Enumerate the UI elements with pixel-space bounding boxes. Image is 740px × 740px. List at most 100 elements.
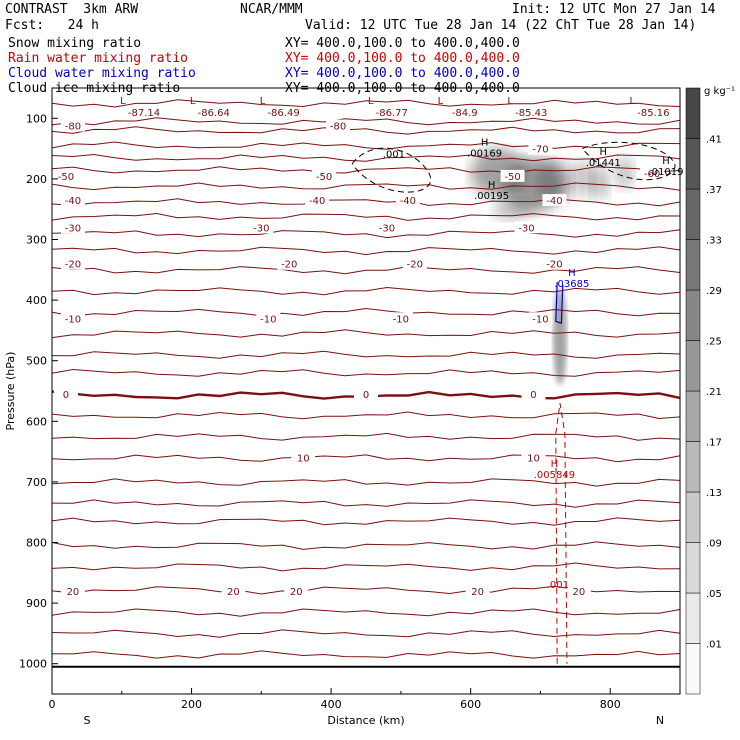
isotherm-label-bg <box>528 142 553 155</box>
isotherm-label-bg <box>528 312 553 325</box>
model-title: CONTRAST 3km ARW <box>5 2 139 17</box>
isotherm-label: 20 <box>471 587 484 598</box>
isotherm-label: 20 <box>572 587 585 598</box>
max-marker: H <box>662 156 670 167</box>
isotherm-label: 20 <box>290 587 303 598</box>
y-tick-label: 700 <box>26 476 47 489</box>
isotherm-label-bg <box>53 388 78 401</box>
low-marker: L <box>120 96 126 107</box>
isotherm-label-bg <box>60 119 85 132</box>
isotherm-label-bg <box>291 451 316 464</box>
isotherm-line <box>51 229 681 239</box>
max-value: .01441 <box>586 158 621 169</box>
isotherm-label-bg <box>284 584 309 597</box>
isotherm-label: -40 <box>65 196 81 207</box>
cloud-water-contour <box>555 281 564 324</box>
snow-shading <box>536 160 573 204</box>
isotherm-line <box>51 517 681 526</box>
legend-field-xy: XY= 400.0,100.0 to 400.0,400.0 <box>285 36 520 51</box>
colorbar-label: .37 <box>706 185 722 196</box>
isotherm-label: 20 <box>227 587 240 598</box>
y-tick-label: 900 <box>26 597 47 610</box>
isotherm-line <box>51 454 681 463</box>
isotherm-line <box>51 411 681 420</box>
low-value: -85.43 <box>515 108 547 119</box>
snow-contour <box>351 147 432 193</box>
colorbar-label: .33 <box>706 236 722 247</box>
isotherm-line <box>51 141 681 150</box>
isotherm-label: -10 <box>393 314 409 325</box>
isotherm-label-bg <box>354 388 378 401</box>
colorbar-label: .21 <box>706 387 722 398</box>
isotherm-label-bg <box>542 257 567 270</box>
isotherm-line <box>51 99 681 108</box>
isotherm-label-bg <box>277 257 302 270</box>
colorbar-swatch <box>685 138 701 190</box>
colorbar-units: g kg⁻¹ <box>704 86 735 97</box>
low-value: -86.49 <box>267 108 299 119</box>
isotherm-label-bg <box>521 388 546 401</box>
colorbar-label: .09 <box>706 539 722 550</box>
isotherm-label-bg <box>388 312 413 325</box>
x-tick-label: 800 <box>600 698 621 711</box>
isotherm-label-bg <box>402 257 427 270</box>
low-marker: L <box>368 96 374 107</box>
x-tick-label: 400 <box>321 698 342 711</box>
colorbar-swatch <box>685 542 701 594</box>
colorbar-label: .05 <box>706 589 722 600</box>
isotherm-label-bg <box>640 166 665 179</box>
max-value: .00169 <box>467 149 502 160</box>
isotherm-line <box>51 198 681 207</box>
max-marker: H <box>481 138 489 149</box>
contour-value: .001 <box>383 150 405 161</box>
center-title: NCAR/MMM <box>240 2 303 17</box>
colorbar-swatch <box>685 289 701 341</box>
legend-field-name: Snow mixing ratio <box>8 36 142 51</box>
isotherm-label: 0 <box>63 390 69 401</box>
legend-field-xy: XY= 400.0,100.0 to 400.0,400.0 <box>285 66 520 81</box>
isotherm-line <box>51 562 681 572</box>
isotherm-label-bg <box>566 584 591 597</box>
max-value: .005849 <box>534 470 575 481</box>
isotherm-label: -30 <box>379 223 395 234</box>
isotherm-label: -20 <box>281 260 297 271</box>
isotherm-line <box>51 166 681 174</box>
isotherm-line <box>51 153 681 162</box>
isotherm-line <box>51 212 681 221</box>
isotherm-label-bg <box>60 257 85 270</box>
low-marker: L <box>438 96 444 107</box>
low-value: -86.77 <box>376 108 408 119</box>
isotherm-label-bg <box>500 169 525 182</box>
legend-field-xy: XY= 400.0,100.0 to 400.0,400.0 <box>285 51 520 66</box>
isotherm-label: -10 <box>532 314 548 325</box>
x-tick-label: 600 <box>460 698 481 711</box>
low-marker: L <box>260 96 266 107</box>
isotherm-label: -40 <box>546 196 562 207</box>
colorbar-label: .13 <box>706 488 722 499</box>
colorbar-label: .41 <box>706 135 722 146</box>
low-value: -84.9 <box>452 108 478 119</box>
y-axis-label: Pressure (hPa) <box>4 352 17 431</box>
y-tick-label: 400 <box>26 294 47 307</box>
low-value: -87.14 <box>128 108 160 119</box>
x-axis-label: Distance (km) <box>327 714 404 727</box>
isotherm-line <box>51 182 681 191</box>
low-value: -85.16 <box>637 108 669 119</box>
colorbar-swatch <box>685 239 701 291</box>
isotherm-label-bg <box>305 194 330 207</box>
y-tick-label: 100 <box>26 112 47 125</box>
y-tick-label: 300 <box>26 234 47 247</box>
isotherm-label: 10 <box>527 454 540 465</box>
low-marker: L <box>507 96 513 107</box>
isotherm-line <box>51 117 681 126</box>
isotherm-label-bg <box>395 194 420 207</box>
rain-water-contour <box>555 403 568 664</box>
isotherm-label: -80 <box>330 122 346 133</box>
isotherm-label-bg <box>256 312 281 325</box>
snow-shading <box>589 164 610 199</box>
max-marker: H <box>488 180 496 191</box>
y-tick-label: 200 <box>26 173 47 186</box>
isotherm-label-bg <box>514 221 539 234</box>
isotherm-label-bg <box>521 451 546 464</box>
colorbar-swatch <box>685 441 701 493</box>
